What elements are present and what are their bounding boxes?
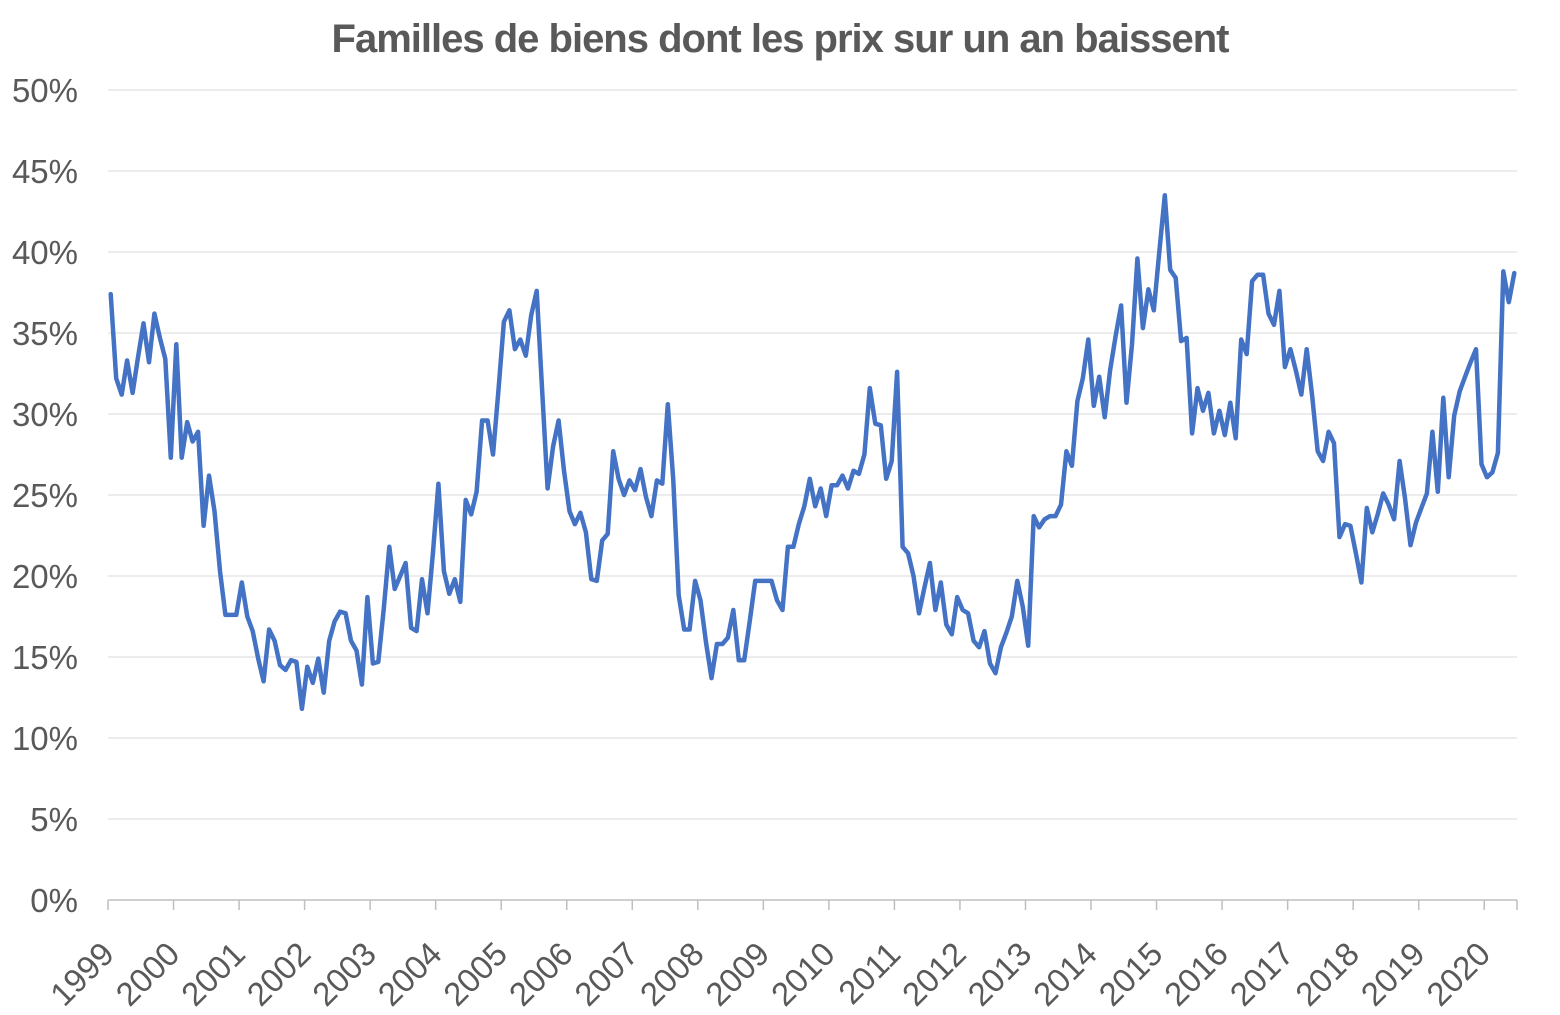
x-axis-tick-label: 2017 bbox=[1222, 935, 1300, 1013]
gridlines bbox=[108, 89, 1517, 820]
x-axis-tick-label: 2009 bbox=[698, 935, 776, 1013]
y-axis-tick-label: 35% bbox=[12, 315, 78, 352]
x-axis-tick-label: 2019 bbox=[1354, 935, 1432, 1013]
x-axis-tick-label: 2003 bbox=[305, 935, 383, 1013]
x-axis-tick-label: 2005 bbox=[436, 935, 514, 1013]
x-axis-tick-label: 2014 bbox=[1026, 935, 1104, 1013]
y-axis-tick-label: 45% bbox=[12, 153, 78, 190]
x-axis-tick-label: 2000 bbox=[108, 935, 186, 1013]
y-axis-tick-label: 15% bbox=[12, 639, 78, 676]
y-axis-tick-label: 50% bbox=[12, 72, 78, 109]
x-axis-tick-label: 2020 bbox=[1419, 935, 1497, 1013]
y-axis-tick-label: 10% bbox=[12, 720, 78, 757]
x-axis-tick-label: 2008 bbox=[633, 935, 711, 1013]
data-series-line bbox=[108, 193, 1517, 712]
x-axis-tick-label: 2013 bbox=[960, 935, 1038, 1013]
x-axis-tick-label: 2004 bbox=[371, 935, 449, 1013]
x-axis-tick-label: 2010 bbox=[764, 935, 842, 1013]
y-axis-tick-label: 30% bbox=[12, 396, 78, 433]
x-axis-tick-label: 2015 bbox=[1091, 935, 1169, 1013]
x-axis-tick-label: 2002 bbox=[239, 935, 317, 1013]
y-axis-tick-label: 40% bbox=[12, 234, 78, 271]
y-axis-tick-label: 25% bbox=[12, 477, 78, 514]
x-axis-tick-label: 2007 bbox=[567, 935, 645, 1013]
y-axis-tick-label: 5% bbox=[30, 801, 78, 838]
x-axis-tick-label: 2012 bbox=[895, 935, 973, 1013]
x-axis-tick-label: 2006 bbox=[502, 935, 580, 1013]
x-axis-tick-label: 2011 bbox=[831, 935, 907, 1011]
y-axis-labels: 0% 5% 10% 15% 20% 25% 30% 35% 40% 45% 50% bbox=[12, 72, 78, 919]
x-axis-tick-label: 2001 bbox=[174, 935, 252, 1013]
chart-title: Familles de biens dont les prix sur un a… bbox=[332, 17, 1230, 61]
x-axis bbox=[107, 899, 1518, 910]
y-axis-tick-label: 0% bbox=[30, 882, 78, 919]
y-axis-tick-label: 20% bbox=[12, 558, 78, 595]
x-axis-labels: 1999200020012002200320042005200620072008… bbox=[43, 935, 1497, 1013]
x-axis-tick-label: 2018 bbox=[1288, 935, 1366, 1013]
x-axis-tick-label: 1999 bbox=[43, 935, 121, 1013]
x-axis-tick-label: 2016 bbox=[1157, 935, 1235, 1013]
